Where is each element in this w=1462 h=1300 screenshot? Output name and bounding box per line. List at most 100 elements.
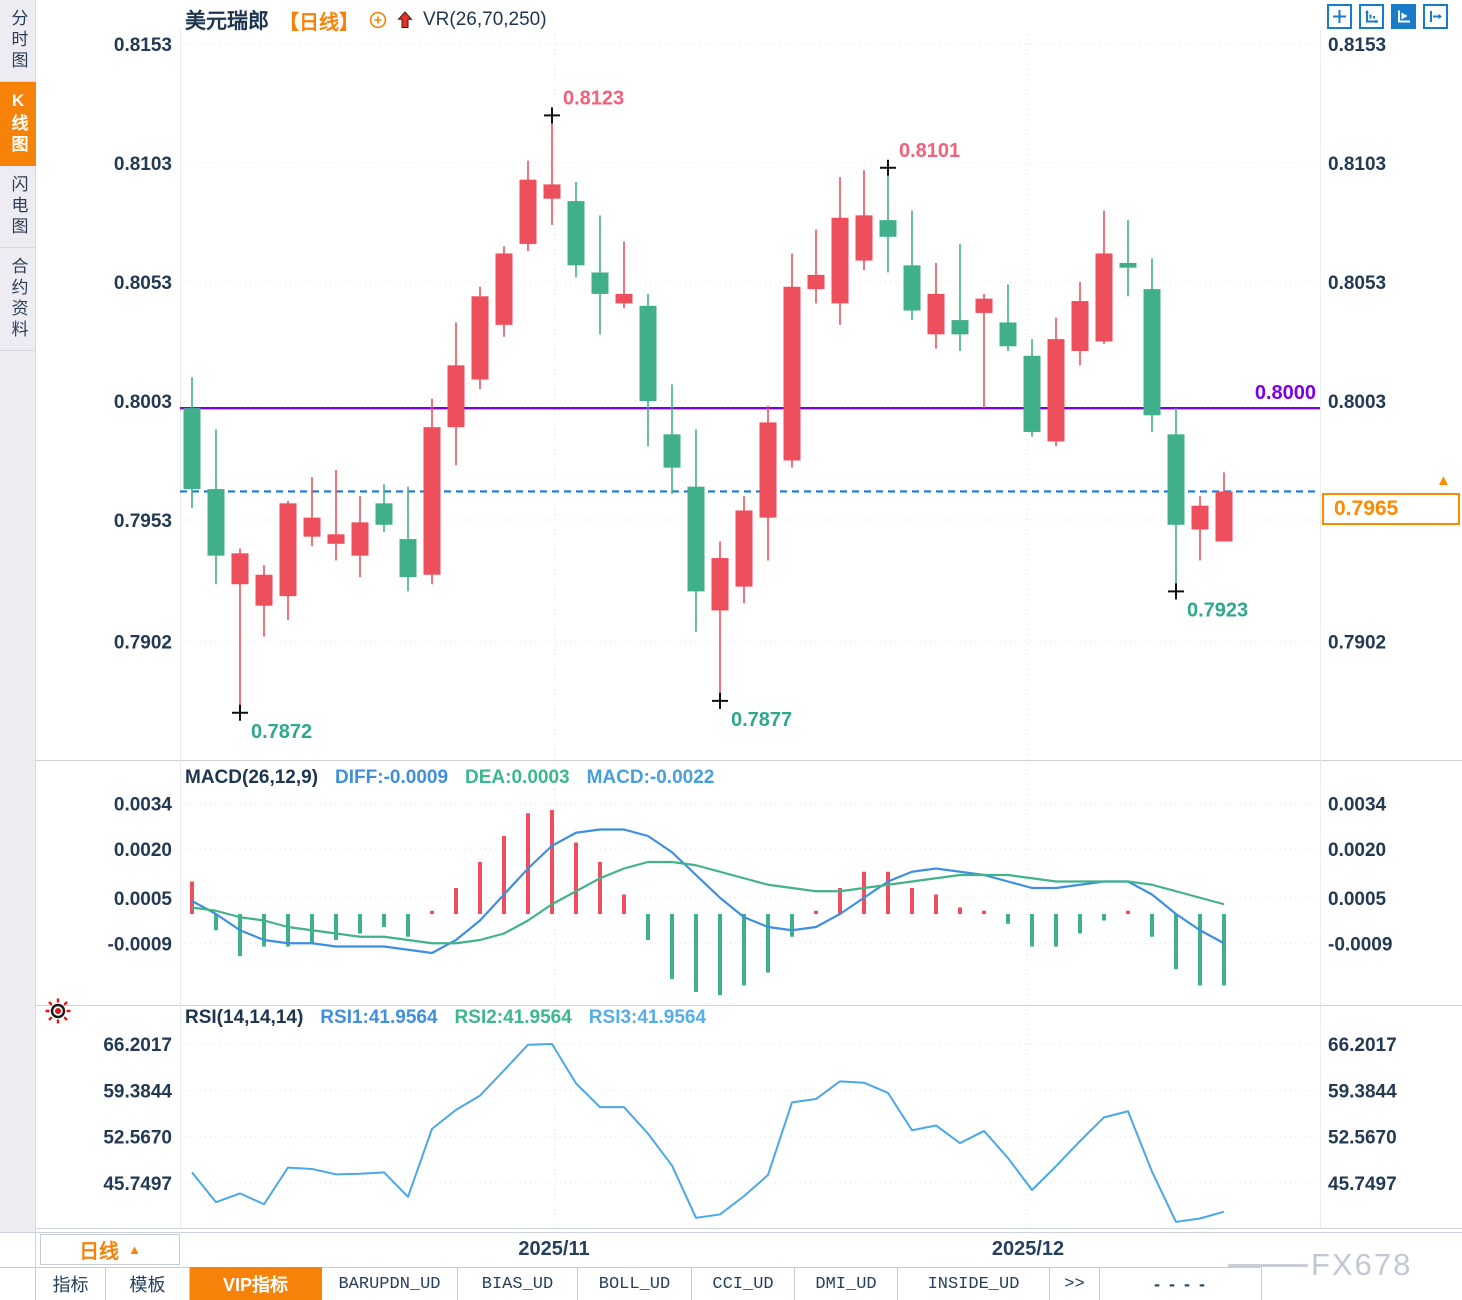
y-axis-tick-left: 66.2017	[103, 1035, 172, 1056]
sidebar-item-contract-info[interactable]: 合约资料	[0, 248, 36, 351]
candlestick[interactable]	[327, 534, 345, 544]
candlestick[interactable]	[447, 365, 465, 428]
macd-dea-readout: DEA:0.0003	[465, 767, 570, 788]
candlestick[interactable]	[783, 286, 801, 461]
candlestick[interactable]	[831, 217, 849, 304]
candlestick[interactable]	[495, 253, 513, 325]
tab-bias-ud[interactable]: BIAS_UD	[458, 1267, 578, 1300]
sidebar-item-time-chart[interactable]: 分时图	[0, 0, 36, 82]
pan-right-tool-button[interactable]	[1423, 4, 1448, 29]
tab-bar-corner	[0, 1267, 36, 1300]
candlestick[interactable]	[423, 427, 441, 575]
y-axis-tick-right: -0.0009	[1328, 934, 1392, 955]
candlestick[interactable]	[855, 215, 873, 261]
candlestick[interactable]	[591, 272, 609, 294]
y-axis-tick-left: 52.5670	[103, 1128, 172, 1149]
y-axis-tick-left: 0.8103	[114, 154, 172, 175]
y-axis-tick-right: 0.7902	[1328, 632, 1386, 653]
y-axis-tick-right: 0.8003	[1328, 392, 1386, 413]
macd-pane-header: MACD(26,12,9) DIFF:-0.0009 DEA:0.0003 MA…	[185, 767, 714, 789]
candlestick[interactable]	[687, 486, 705, 592]
pair-title: 美元瑞郎	[185, 10, 269, 33]
period-selector-button[interactable]: 日线 ▲	[40, 1234, 180, 1265]
y-axis-tick-left: -0.0009	[108, 934, 172, 955]
candlestick[interactable]	[711, 558, 729, 611]
tab-cci-ud[interactable]: CCI_UD	[692, 1267, 795, 1300]
y-axis-tick-left: 0.8153	[114, 35, 172, 56]
tab-boll-ud[interactable]: BOLL_UD	[578, 1267, 692, 1300]
candlestick[interactable]	[927, 293, 945, 335]
sidebar-item-flash-chart[interactable]: 闪电图	[0, 166, 36, 248]
price-chart-canvas[interactable]: 0.8153 0.8103 0.8053 0.8003 0.7953 0.7902 0.81…	[36, 0, 1462, 1232]
candlestick[interactable]	[903, 265, 921, 311]
candlestick[interactable]	[735, 510, 753, 587]
candlestick[interactable]	[351, 522, 369, 556]
candlestick[interactable]	[975, 298, 993, 313]
candlestick[interactable]	[1095, 253, 1113, 342]
high-price-label: 0.8123	[563, 87, 624, 109]
candlestick[interactable]	[231, 553, 249, 585]
low-price-label: 0.7923	[1187, 599, 1248, 621]
auto-scroll-icon	[1398, 10, 1410, 23]
date-axis-strip: 日线 ▲ 2025/11 2025/12	[36, 1232, 1462, 1267]
candlestick[interactable]	[951, 320, 969, 335]
y-axis-tick-left: 0.0005	[114, 889, 173, 910]
pan-right-icon	[1430, 11, 1442, 22]
x-axis-label-month: 2025/11	[518, 1238, 590, 1260]
add-indicator-button[interactable]	[369, 11, 387, 29]
candlestick[interactable]	[879, 220, 897, 237]
y-axis-tick-right: 52.5670	[1328, 1128, 1397, 1149]
candlestick[interactable]	[759, 422, 777, 518]
auto-scroll-tool-button[interactable]	[1391, 4, 1416, 29]
tab-templates[interactable]: 模板	[106, 1267, 190, 1300]
candlestick[interactable]	[303, 517, 321, 537]
overlay-indicator-label: VR(26,70,250)	[423, 9, 547, 30]
candlestick[interactable]	[183, 408, 201, 490]
candlestick[interactable]	[1047, 339, 1065, 442]
candlestick[interactable]	[807, 274, 825, 290]
tab-bar-filler	[1262, 1267, 1462, 1300]
tab-barupdn-ud[interactable]: BARUPDN_UD	[322, 1267, 458, 1300]
axis-scale-tool-button[interactable]	[1359, 4, 1384, 29]
low-price-label: 0.7877	[731, 709, 792, 731]
chart-toolbar	[1327, 4, 1448, 29]
candlestick[interactable]	[663, 434, 681, 468]
tab-indicators[interactable]: 指标	[36, 1267, 106, 1300]
crosshair-tool-button[interactable]	[1327, 4, 1352, 29]
candlestick[interactable]	[999, 322, 1017, 347]
candlestick[interactable]	[207, 489, 225, 556]
price-up-arrow-icon: ▲	[1436, 472, 1451, 489]
candlestick[interactable]	[1143, 289, 1161, 416]
candlestick[interactable]	[1023, 355, 1041, 432]
candlestick[interactable]	[399, 539, 417, 578]
candlestick[interactable]	[375, 503, 393, 525]
sidebar: 分时图 K线图 闪电图 合约资料	[0, 0, 36, 1232]
macd-name-label: MACD(26,12,9)	[185, 767, 319, 788]
tab-overflow-dashes: - - - -	[1100, 1267, 1262, 1300]
macd-line-diff	[191, 828, 1225, 955]
rsi1-readout: RSI1:41.9564	[320, 1007, 438, 1028]
tab-vip-indicators[interactable]: VIP指标	[190, 1267, 322, 1300]
candlestick[interactable]	[519, 179, 537, 244]
rsi2-readout: RSI2:41.9564	[454, 1007, 572, 1028]
sidebar-item-candle-chart[interactable]: K线图	[0, 82, 36, 166]
candlestick[interactable]	[1167, 434, 1185, 525]
candlestick[interactable]	[615, 293, 633, 304]
tab-more-chevron[interactable]: >>	[1050, 1267, 1100, 1300]
tab-inside-ud[interactable]: INSIDE_UD	[898, 1267, 1050, 1300]
y-axis-tick-right: 0.8153	[1328, 35, 1386, 56]
macd-diff-readout: DIFF:-0.0009	[335, 767, 449, 788]
candlestick[interactable]	[1071, 301, 1089, 352]
candlestick[interactable]	[1119, 262, 1137, 268]
candlestick[interactable]	[279, 503, 297, 597]
tab-dmi-ud[interactable]: DMI_UD	[795, 1267, 898, 1300]
candlestick[interactable]	[639, 305, 657, 401]
candlestick[interactable]	[1215, 491, 1233, 542]
candlestick[interactable]	[543, 184, 561, 199]
plus-circle-icon	[369, 11, 387, 29]
candlestick[interactable]	[1191, 505, 1209, 530]
candlestick[interactable]	[471, 296, 489, 380]
candlestick[interactable]	[567, 201, 585, 266]
candlestick[interactable]	[255, 574, 273, 606]
period-tag: 【日线】	[279, 11, 359, 34]
